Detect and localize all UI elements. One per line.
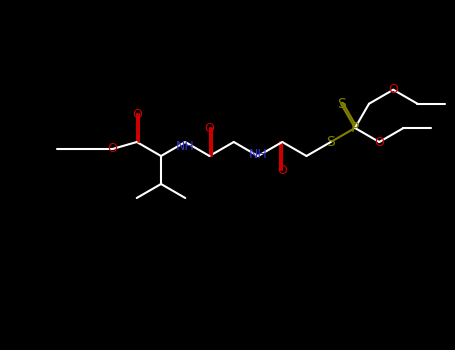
Text: NH: NH bbox=[248, 147, 268, 161]
Text: O: O bbox=[132, 107, 142, 120]
Text: NH: NH bbox=[176, 140, 195, 153]
Text: O: O bbox=[277, 163, 287, 176]
Text: O: O bbox=[205, 121, 214, 134]
Text: O: O bbox=[107, 142, 117, 155]
Text: P: P bbox=[351, 121, 359, 135]
Text: O: O bbox=[388, 83, 398, 96]
Text: S: S bbox=[326, 135, 335, 149]
Text: S: S bbox=[337, 97, 345, 111]
Text: O: O bbox=[374, 135, 384, 148]
